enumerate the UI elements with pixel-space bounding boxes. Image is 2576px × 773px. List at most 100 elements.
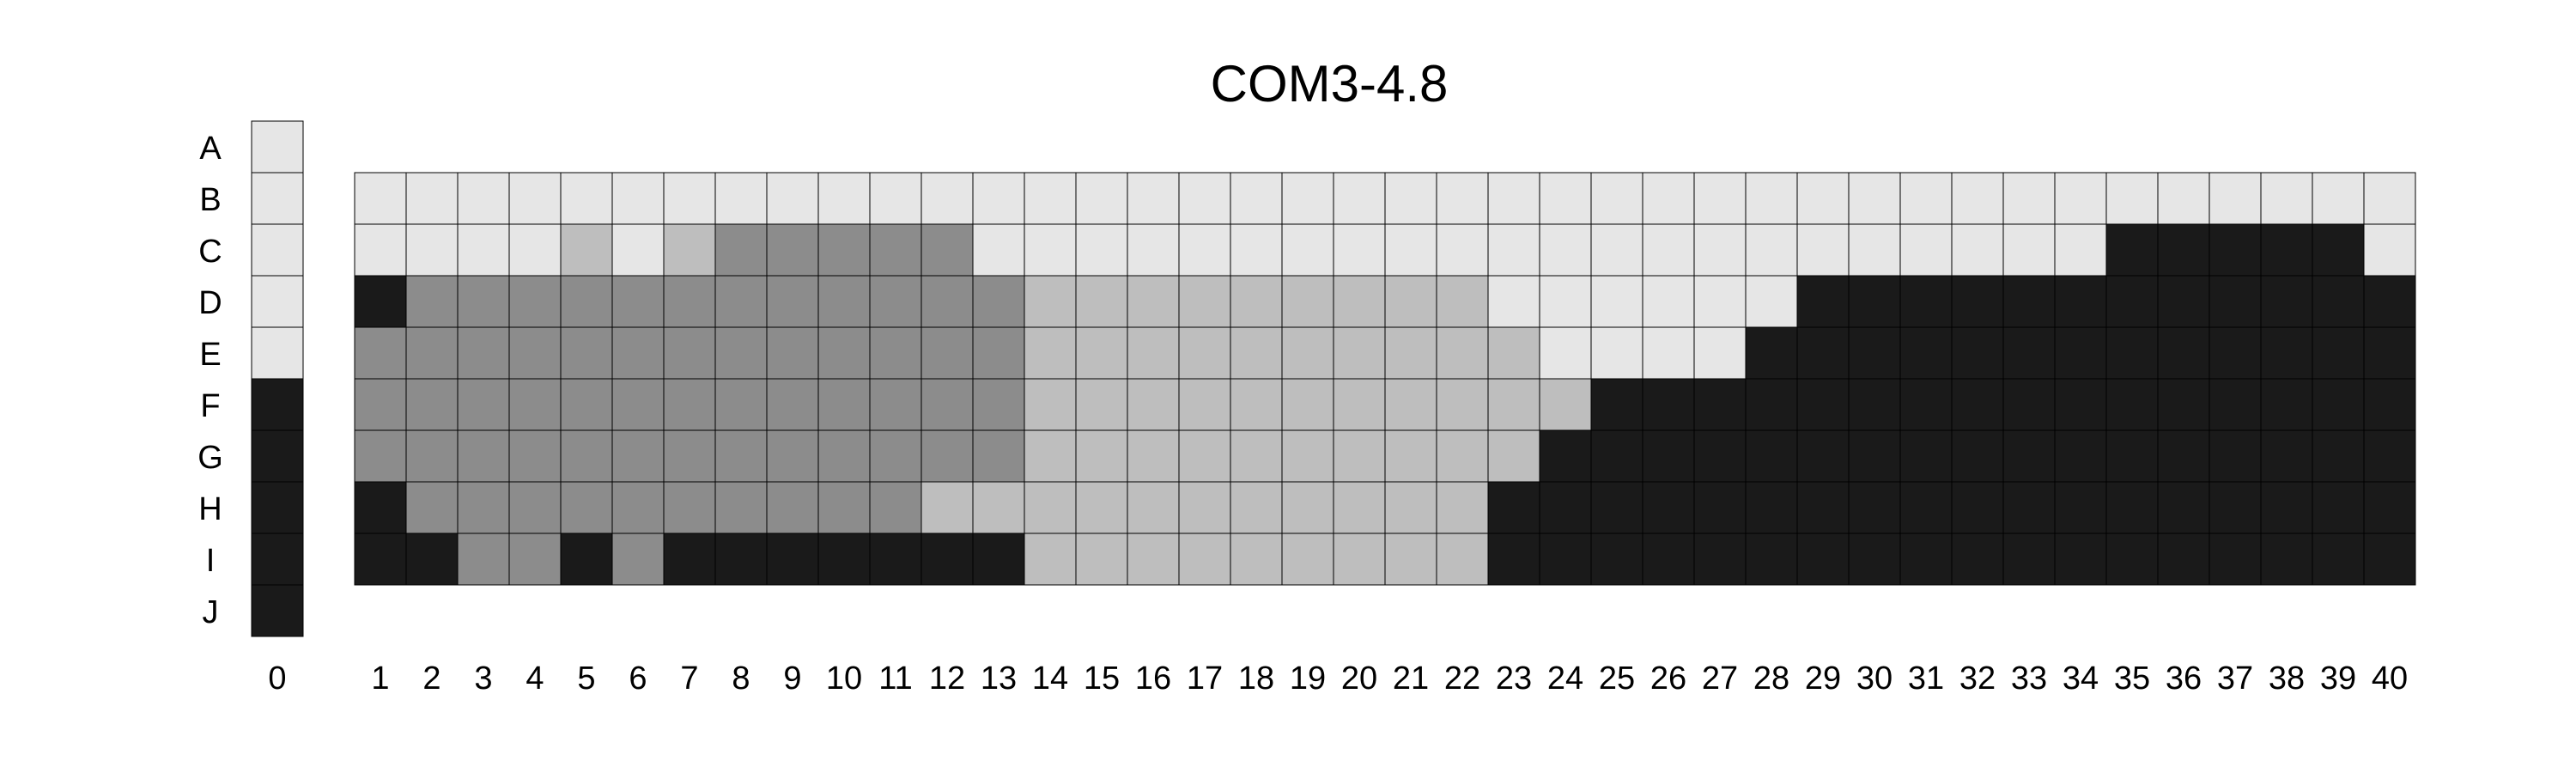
cell-g-1	[354, 429, 407, 483]
cell-g-29	[1796, 429, 1850, 483]
cell-f-32	[1951, 378, 2004, 431]
cell-f-34	[2054, 378, 2107, 431]
column-label-39: 39	[2320, 660, 2356, 697]
cell-f-13	[972, 378, 1025, 431]
cell-h-12	[920, 481, 974, 534]
cell-g-39	[2312, 429, 2365, 483]
cell-e-35	[2105, 326, 2159, 380]
reference-cell-a	[251, 120, 304, 173]
cell-c-35	[2105, 223, 2159, 277]
cell-h-15	[1075, 481, 1128, 534]
cell-g-40	[2363, 429, 2416, 483]
cell-c-12	[920, 223, 974, 277]
cell-i-16	[1127, 533, 1180, 586]
cell-g-12	[920, 429, 974, 483]
cell-i-39	[2312, 533, 2365, 586]
cell-d-9	[766, 275, 819, 328]
cell-g-4	[508, 429, 562, 483]
cell-i-32	[1951, 533, 2004, 586]
cell-h-27	[1693, 481, 1747, 534]
cell-h-31	[1899, 481, 1953, 534]
cell-f-35	[2105, 378, 2159, 431]
cell-e-4	[508, 326, 562, 380]
cell-g-7	[663, 429, 716, 483]
cell-d-28	[1745, 275, 1798, 328]
reference-cell-c	[251, 223, 304, 277]
cell-e-2	[405, 326, 459, 380]
cell-c-15	[1075, 223, 1128, 277]
cell-g-28	[1745, 429, 1798, 483]
cell-i-23	[1487, 533, 1540, 586]
cell-c-37	[2208, 223, 2262, 277]
cell-c-21	[1384, 223, 1437, 277]
column-label-9: 9	[783, 660, 801, 697]
cell-c-29	[1796, 223, 1850, 277]
cell-e-15	[1075, 326, 1128, 380]
column-labels: 0 1 2 3 4 5 6 7 8 9 10 11 12 13 14 15 16 17 18 19 20 21 22 23 24…	[268, 660, 2408, 697]
column-label-29: 29	[1805, 660, 1841, 697]
cell-g-32	[1951, 429, 2004, 483]
cell-i-8	[714, 533, 768, 586]
cell-b-5	[560, 172, 613, 225]
cell-c-7	[663, 223, 716, 277]
cell-h-18	[1230, 481, 1283, 534]
cell-e-3	[457, 326, 510, 380]
cell-g-8	[714, 429, 768, 483]
cell-i-27	[1693, 533, 1747, 586]
column-label-22: 22	[1444, 660, 1480, 697]
cell-d-5	[560, 275, 613, 328]
cell-f-12	[920, 378, 974, 431]
cell-e-14	[1024, 326, 1077, 380]
cell-d-34	[2054, 275, 2107, 328]
column-label-35: 35	[2114, 660, 2150, 697]
cell-e-26	[1642, 326, 1695, 380]
cell-d-29	[1796, 275, 1850, 328]
cell-h-13	[972, 481, 1025, 534]
cell-h-16	[1127, 481, 1180, 534]
row-label-j: J	[203, 594, 219, 630]
cell-i-1	[354, 533, 407, 586]
cell-h-1	[354, 481, 407, 534]
column-label-11: 11	[878, 660, 912, 697]
cell-g-31	[1899, 429, 1953, 483]
cell-e-20	[1333, 326, 1386, 380]
column-label-38: 38	[2269, 660, 2305, 697]
cell-d-7	[663, 275, 716, 328]
cell-c-20	[1333, 223, 1386, 277]
cell-i-11	[869, 533, 922, 586]
cell-c-31	[1899, 223, 1953, 277]
column-label-27: 27	[1702, 660, 1738, 697]
cell-f-24	[1539, 378, 1592, 431]
cell-b-9	[766, 172, 819, 225]
cell-d-11	[869, 275, 922, 328]
cell-e-22	[1436, 326, 1489, 380]
cell-e-31	[1899, 326, 1953, 380]
cell-e-30	[1848, 326, 1901, 380]
cell-c-25	[1590, 223, 1643, 277]
cell-i-7	[663, 533, 716, 586]
cell-c-11	[869, 223, 922, 277]
cell-c-2	[405, 223, 459, 277]
cell-d-39	[2312, 275, 2365, 328]
row-label-d: D	[198, 285, 222, 321]
cell-c-33	[2002, 223, 2056, 277]
cell-i-34	[2054, 533, 2107, 586]
cell-f-36	[2157, 378, 2210, 431]
cell-g-14	[1024, 429, 1077, 483]
cell-d-19	[1281, 275, 1334, 328]
cell-d-40	[2363, 275, 2416, 328]
cell-f-20	[1333, 378, 1386, 431]
cell-c-6	[611, 223, 665, 277]
column-label-18: 18	[1238, 660, 1274, 697]
cell-b-13	[972, 172, 1025, 225]
cell-h-25	[1590, 481, 1643, 534]
cell-h-11	[869, 481, 922, 534]
heatmap-grid	[354, 172, 2416, 586]
cell-f-9	[766, 378, 819, 431]
cell-g-10	[817, 429, 871, 483]
reference-cell-f	[251, 378, 304, 431]
cell-b-33	[2002, 172, 2056, 225]
cell-d-2	[405, 275, 459, 328]
cell-d-1	[354, 275, 407, 328]
cell-i-4	[508, 533, 562, 586]
